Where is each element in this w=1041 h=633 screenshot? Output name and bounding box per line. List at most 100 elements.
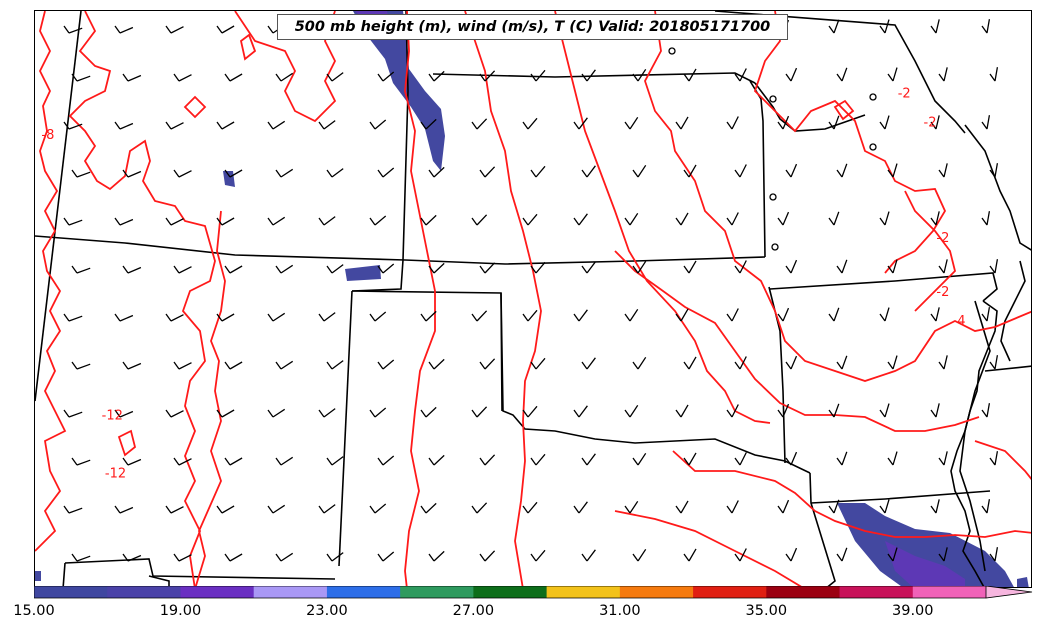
wind-barb: [632, 260, 647, 274]
contour-line-12: [614, 510, 804, 587]
wind-barb: [275, 168, 294, 178]
wind-barb: [71, 457, 91, 466]
contour-label: -2: [924, 116, 937, 131]
wind-barb: [224, 169, 243, 178]
wind-barb: [216, 505, 235, 514]
wind-barb: [63, 313, 83, 322]
wind-barb: [318, 312, 336, 322]
colorbar-outline: [34, 586, 986, 599]
wind-barb: [836, 259, 848, 274]
border-mn-wi: [714, 11, 966, 134]
wind-barb: [173, 361, 192, 370]
wind-barb: [981, 307, 991, 322]
wind-barb: [173, 457, 192, 466]
wind-barb: [828, 115, 840, 130]
wind-barb: [522, 117, 538, 130]
contour-label: -2: [936, 285, 949, 300]
border-ok: [500, 292, 811, 474]
wind-barb: [777, 211, 790, 226]
colorbar-tick-label: 31.00: [599, 603, 641, 619]
shade-speck-3: [1017, 577, 1029, 587]
wind-barb: [879, 19, 890, 34]
wind-barb: [428, 550, 445, 562]
wind-barb: [377, 359, 395, 370]
colorbar-segment: [619, 586, 694, 598]
wind-barb: [632, 356, 647, 370]
contour-label: -4: [953, 314, 966, 329]
wind-barb: [683, 452, 697, 466]
wind-barb: [165, 313, 184, 322]
wind-barb: [632, 68, 647, 82]
wind-barb: [938, 67, 948, 82]
wind-barb: [530, 357, 546, 370]
wind-barb: [887, 355, 898, 370]
wind-barb: [930, 307, 940, 322]
contour-line-7: [554, 11, 771, 424]
wind-barb: [114, 217, 134, 226]
border-ar: [809, 472, 836, 587]
wind-barb: [777, 403, 790, 418]
wind-barb: [734, 356, 747, 370]
colorbar-segment: [107, 586, 181, 598]
wind-barb: [683, 260, 697, 274]
wind-barb: [216, 313, 235, 322]
wind-barb: [522, 405, 538, 418]
wind-barb: [632, 548, 647, 562]
wind-barb: [122, 457, 142, 466]
wind-barb: [938, 451, 948, 466]
wind-barb: [275, 72, 294, 82]
colorbar-tick-label: 15.00: [13, 603, 55, 619]
wind-barb: [224, 457, 243, 466]
colorbar-tick-label: 35.00: [745, 603, 788, 619]
wind-barb: [326, 72, 344, 82]
wind-barb: [683, 164, 697, 178]
wind-barb: [377, 167, 395, 178]
wind-barb: [369, 407, 387, 418]
wind-barb: [122, 169, 142, 178]
contour-ring-1: [183, 95, 207, 119]
wind-barb: [428, 358, 445, 370]
wind-barb: [879, 499, 890, 514]
wind-barb: [785, 163, 798, 178]
wind-barb: [420, 118, 437, 130]
wind-barb: [836, 67, 848, 82]
wind-barb: [267, 312, 286, 322]
wind-barb: [675, 500, 689, 514]
wind-barb: [267, 120, 286, 130]
wind-barb: [573, 501, 588, 514]
colorbar-tick-label: 27.00: [452, 603, 495, 619]
wind-barb: [165, 409, 184, 418]
wind-barb: [887, 451, 898, 466]
wind-barb: [377, 551, 395, 562]
wind-barb: [777, 115, 790, 130]
wind-barb: [326, 168, 344, 178]
colorbar-segment: [34, 586, 108, 598]
wind-barb: [326, 552, 344, 562]
wind-barb: [114, 25, 134, 34]
wind-barb: [828, 19, 840, 34]
wind-barb: [420, 406, 437, 418]
wind-barb: [938, 547, 948, 562]
wind-barb: [989, 67, 999, 82]
wind-barb: [173, 553, 192, 562]
wind-barb: [122, 553, 142, 562]
wind-barb: [879, 307, 890, 322]
map-canvas: -8 -12 -12 -2 -2 -2 -2 -4: [35, 11, 1031, 587]
wind-barb: [785, 451, 798, 466]
colorbar-tick-label: 39.00: [892, 603, 934, 619]
wind-barb: [930, 211, 940, 226]
wind-barb: [675, 308, 689, 322]
contour-line-6: [464, 11, 542, 587]
wind-barb: [71, 553, 91, 562]
wind-barb: [981, 403, 991, 418]
border-ar-la: [810, 490, 991, 504]
wind-barb: [165, 25, 184, 34]
wind-barb: [632, 164, 647, 178]
wind-barb: [71, 73, 91, 82]
colorbar-segment: [693, 586, 767, 598]
border-ms: [959, 300, 991, 572]
wind-barb: [887, 163, 898, 178]
contour-line-4: [194, 210, 226, 587]
calm-wind-marker: [769, 193, 777, 201]
wind-barb: [828, 499, 840, 514]
